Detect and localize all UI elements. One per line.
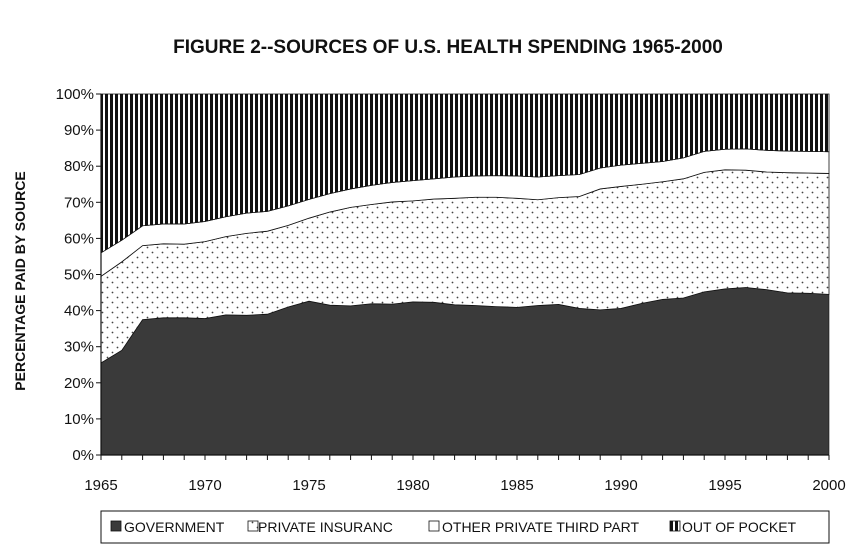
legend-swatch-out-of-pocket — [669, 520, 681, 532]
x-tick-label: 1965 — [84, 477, 117, 494]
y-tick-label: 100% — [56, 86, 94, 103]
y-tick-label: 40% — [64, 303, 94, 320]
legend: GOVERNMENT PRIVATE INSURANC OTHER PRIVATE … — [100, 510, 830, 544]
y-tick-label: 80% — [64, 158, 94, 175]
y-tick-label: 60% — [64, 230, 94, 247]
y-tick-label: 10% — [64, 411, 94, 428]
x-tick-labels: 1965 1970 1975 1980 1985 1990 1995 2000 — [84, 477, 845, 494]
y-tick-label: 70% — [64, 194, 94, 211]
y-axis-label: PERCENTAGE PAID BY SOURCE — [12, 171, 28, 390]
area-series-group — [100, 93, 830, 456]
legend-swatch-other-private-third-party — [428, 520, 440, 532]
legend-swatch-government — [110, 520, 122, 532]
axes — [96, 93, 830, 460]
y-tick-labels: 0% 10% 20% 30% 40% 50% 60% 70% 80% 90% 100% — [56, 86, 94, 464]
legend-swatch-private-insurance — [247, 520, 259, 532]
y-tick-label: 90% — [64, 122, 94, 139]
x-tick-label: 1975 — [292, 477, 325, 494]
x-tick-label: 1995 — [708, 477, 741, 494]
chart-title: FIGURE 2--SOURCES OF U.S. HEALTH SPENDIN… — [173, 37, 723, 58]
legend-label-government: GOVERNMENT — [124, 519, 225, 535]
x-tick-label: 1980 — [396, 477, 429, 494]
legend-label-other-private-third-party: OTHER PRIVATE THIRD PART — [442, 519, 640, 535]
x-tick-label: 1990 — [604, 477, 637, 494]
legend-label-out-of-pocket: OUT OF POCKET — [682, 519, 797, 535]
legend-box — [100, 510, 830, 544]
x-tick-label: 1970 — [188, 477, 221, 494]
y-tick-label: 0% — [72, 447, 94, 464]
y-tick-label: 30% — [64, 339, 94, 356]
y-tick-label: 50% — [64, 267, 94, 284]
area-out-of-pocket — [100, 93, 830, 254]
x-tick-label: 1985 — [500, 477, 533, 494]
legend-label-private-insurance: PRIVATE INSURANC — [258, 519, 393, 535]
y-tick-label: 20% — [64, 375, 94, 392]
x-tick-label: 2000 — [812, 477, 845, 494]
